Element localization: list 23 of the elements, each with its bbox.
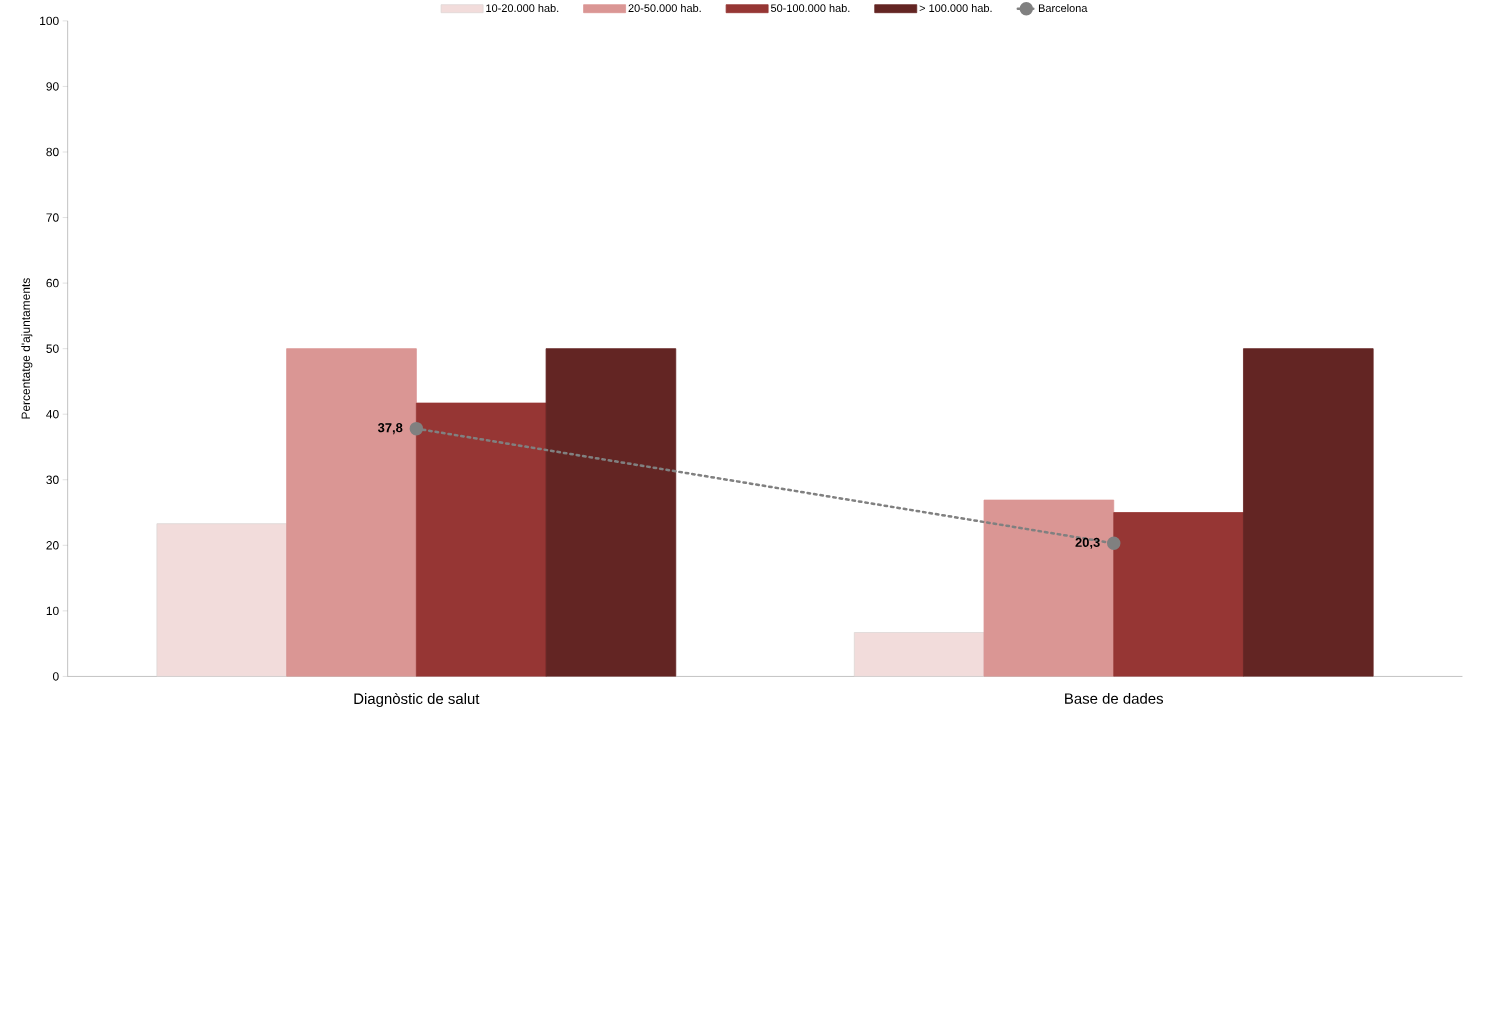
y-tick-label: 70 [46,213,59,222]
y-tick-label: 20 [46,540,59,550]
y-tick-label: 100 [40,16,59,25]
y-tick-label: 60 [46,278,59,288]
y-tick-label: 0 [52,672,59,681]
y-axis-title: Percentatge d'ajuntaments [21,278,33,419]
y-tick-label: 30 [46,475,59,484]
legend-label: Barcelona [1038,3,1088,12]
data-label: 37,8 [377,422,403,434]
x-tick-label: Diagnòstic de salut [354,692,480,707]
legend-label: 50-100.000 hab. [770,3,850,12]
legend-label: 20-50.000 hab. [628,3,701,12]
data-label: 20,3 [1075,537,1100,549]
y-tick-label: 80 [46,147,59,157]
y-tick-label: 50 [46,344,59,353]
legend-label: > 100.000 hab. [919,3,992,12]
x-tick-label: Base de dades [1065,692,1164,704]
y-tick-label: 40 [46,409,59,419]
y-tick-label: 90 [46,82,59,91]
y-tick-label: 10 [46,606,59,615]
bar [853,631,985,677]
legend-label: 10-20.000 hab. [486,3,559,12]
bar [156,523,288,677]
